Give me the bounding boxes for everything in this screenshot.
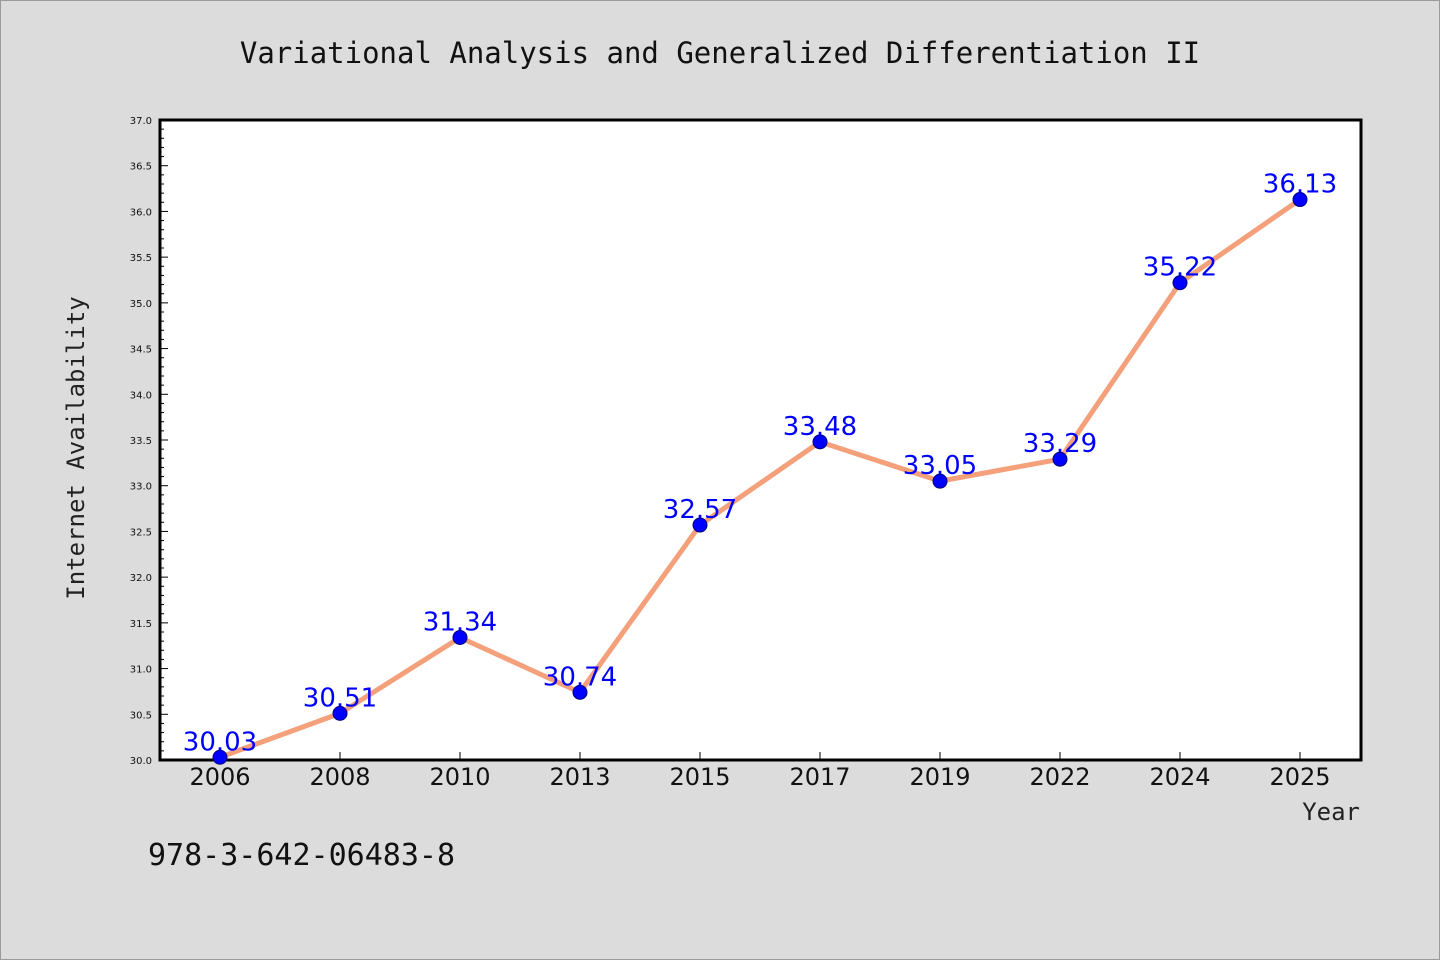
y-tick-label: 33.0	[130, 482, 152, 493]
x-axis: 2006 2008 2010 2013 2015 2017 2019 2022 2024 2025	[189, 752, 1331, 791]
data-point	[812, 434, 828, 450]
plot-area	[158, 118, 1363, 762]
y-tick-label: 30.0	[130, 756, 152, 767]
x-tick-label: 2010	[429, 763, 490, 791]
isbn-footnote: 978-3-642-06483-8	[148, 838, 455, 873]
data-label: 33.05	[903, 451, 977, 481]
y-tick-label: 32.0	[130, 573, 152, 584]
x-tick-label: 2019	[909, 763, 970, 791]
y-tick-label: 31.0	[130, 665, 152, 676]
y-axis-label: Internet Availability	[62, 296, 90, 599]
y-tick-label: 37.0	[130, 116, 152, 127]
data-point	[1292, 192, 1308, 208]
data-markers	[212, 192, 1308, 765]
data-point	[1052, 451, 1068, 467]
y-tick-label: 35.0	[130, 299, 152, 310]
data-label: 30.03	[183, 727, 257, 757]
y-tick-label: 32.5	[130, 527, 152, 538]
x-tick-label: 2013	[549, 763, 610, 791]
y-tick-label: 33.5	[130, 436, 152, 447]
y-tick-label: 31.5	[130, 619, 152, 630]
data-label: 30.51	[303, 683, 377, 713]
y-tick-label: 36.5	[130, 162, 152, 173]
y-axis: 30.0 30.5 31.0 31.5 32.0 32.5 33.0 33.5 34.0 34.5…	[130, 116, 168, 767]
y-tick-label: 35.5	[130, 253, 152, 264]
x-tick-label: 2024	[1149, 763, 1210, 791]
y-tick-label: 34.5	[130, 345, 152, 356]
data-label: 32.57	[663, 495, 737, 525]
x-tick-label: 2008	[309, 763, 370, 791]
data-point	[692, 517, 708, 533]
x-tick-label: 2006	[189, 763, 250, 791]
chart-title: Variational Analysis and Generalized Dif…	[240, 36, 1200, 70]
data-labels: 30.03 30.51 31.34 30.74 32.57 33.48 33.05 33.29…	[183, 170, 1337, 758]
data-label: 31.34	[423, 607, 497, 637]
x-tick-label: 2022	[1029, 763, 1090, 791]
x-tick-label: 2017	[789, 763, 850, 791]
data-point	[452, 629, 468, 645]
x-axis-label: Year	[1302, 798, 1360, 826]
data-label: 35.22	[1143, 253, 1217, 283]
data-label: 33.48	[783, 412, 857, 442]
y-tick-label: 34.0	[130, 390, 152, 401]
x-tick-label: 2015	[669, 763, 730, 791]
y-tick-label: 30.5	[130, 710, 152, 721]
data-point	[932, 473, 948, 489]
data-point	[1172, 275, 1188, 291]
y-tick-label: 36.0	[130, 207, 152, 218]
data-label: 33.29	[1023, 429, 1097, 459]
data-label: 30.74	[543, 662, 617, 692]
data-point	[572, 684, 588, 700]
data-point	[332, 705, 348, 721]
series-line	[219, 197, 1302, 760]
data-label: 36.13	[1263, 170, 1337, 200]
x-tick-label: 2025	[1269, 763, 1330, 791]
data-point	[212, 749, 228, 765]
